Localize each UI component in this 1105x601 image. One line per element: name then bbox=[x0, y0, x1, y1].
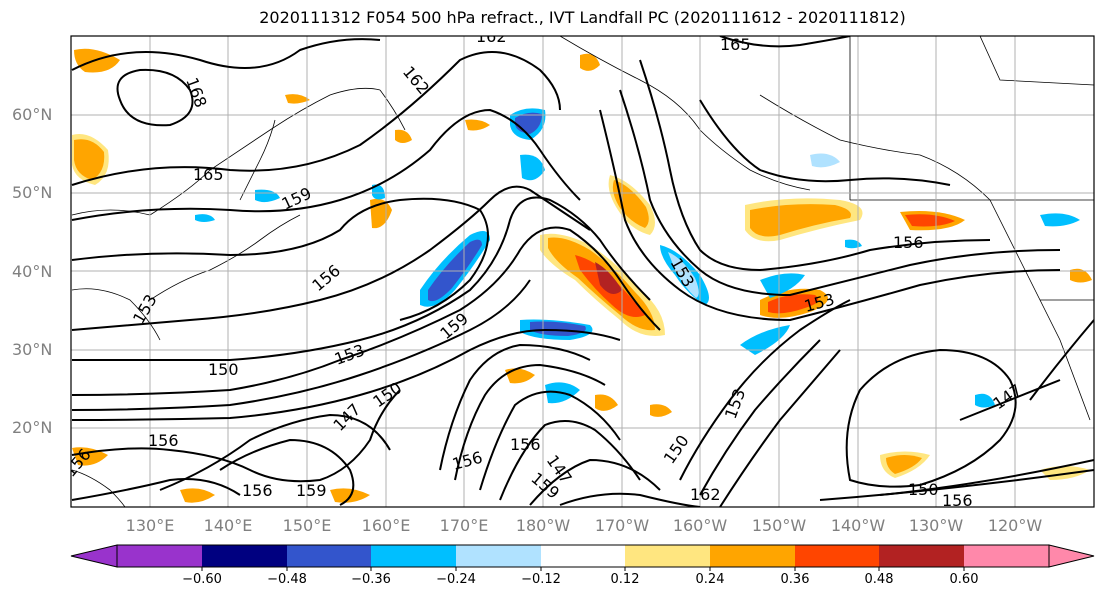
colorbar-segment bbox=[879, 545, 964, 567]
colorbar-segment bbox=[964, 545, 1049, 567]
colorbar-segment bbox=[371, 545, 456, 567]
colorbar-tick-label: −0.48 bbox=[267, 572, 307, 587]
colorbar-tick-label: 0.60 bbox=[949, 572, 979, 587]
colorbar bbox=[70, 544, 1095, 571]
lat-label-50n: 50°N bbox=[12, 183, 53, 202]
contour-label: 162 bbox=[690, 485, 721, 504]
contour-label: 156 bbox=[942, 491, 973, 510]
colorbar-frame bbox=[116, 544, 1050, 568]
lon-label: 130°W bbox=[908, 516, 964, 535]
colorbar-segment bbox=[710, 545, 795, 567]
lon-label: 170°W bbox=[594, 516, 650, 535]
contour-label: 156 bbox=[242, 481, 273, 500]
colorbar-extend-low bbox=[70, 544, 118, 568]
contour-label: 162 bbox=[476, 27, 507, 46]
lat-label-40n: 40°N bbox=[12, 262, 53, 281]
colorbar-segment bbox=[541, 545, 625, 567]
lon-label: 150°E bbox=[282, 516, 332, 535]
lat-label-20n: 20°N bbox=[12, 418, 53, 437]
map-title: 2020111312 F054 500 hPa refract., IVT La… bbox=[259, 8, 906, 27]
colorbar-extend-high bbox=[1048, 544, 1095, 568]
lat-label-60n: 60°N bbox=[12, 105, 53, 124]
gridlines bbox=[71, 36, 1094, 507]
colorbar-tick-label: −0.12 bbox=[521, 572, 561, 587]
lon-label: 160°W bbox=[672, 516, 728, 535]
colorbar-tick-label: 0.12 bbox=[610, 572, 640, 587]
lon-label: 160°E bbox=[361, 516, 411, 535]
map-frame bbox=[70, 35, 1095, 508]
lat-label-30n: 30°N bbox=[12, 340, 53, 359]
lon-label: 120°W bbox=[987, 516, 1043, 535]
colorbar-segment bbox=[117, 545, 202, 567]
colorbar-tick-label: 0.24 bbox=[695, 572, 725, 587]
colorbar-segment bbox=[625, 545, 710, 567]
colorbar-tick-label: −0.24 bbox=[436, 572, 476, 587]
contour-label: 156 bbox=[148, 431, 179, 450]
contour-label: 150 bbox=[908, 480, 939, 499]
colorbar-tick-label: −0.36 bbox=[351, 572, 391, 587]
colorbar-segment bbox=[202, 545, 287, 567]
map-panel: 162 165 162 168 165 159 156 153 150 159 … bbox=[71, 27, 1094, 510]
colorbar-tick-label: 0.36 bbox=[780, 572, 810, 587]
contour-label: 165 bbox=[193, 165, 224, 184]
colorbar-tick-label: −0.60 bbox=[182, 572, 222, 587]
contour-label: 165 bbox=[720, 35, 751, 54]
contour-label: 156 bbox=[893, 233, 924, 252]
lon-label: 140°W bbox=[830, 516, 886, 535]
lon-label: 150°W bbox=[751, 516, 807, 535]
contour-label: 156 bbox=[510, 435, 541, 454]
lon-label: 180°W bbox=[515, 516, 571, 535]
lon-label: 130°E bbox=[125, 516, 175, 535]
contour-label: 150 bbox=[208, 360, 239, 379]
colorbar-segment bbox=[456, 545, 541, 567]
colorbar-tick-label: 0.48 bbox=[864, 572, 894, 587]
colorbar-segment bbox=[795, 545, 879, 567]
negative-shading bbox=[195, 108, 1080, 408]
lon-label: 170°E bbox=[439, 516, 489, 535]
height-contours bbox=[71, 36, 1094, 507]
contour-label: 159 bbox=[296, 481, 327, 500]
colorbar-segment bbox=[287, 545, 371, 567]
lon-label: 140°E bbox=[203, 516, 253, 535]
